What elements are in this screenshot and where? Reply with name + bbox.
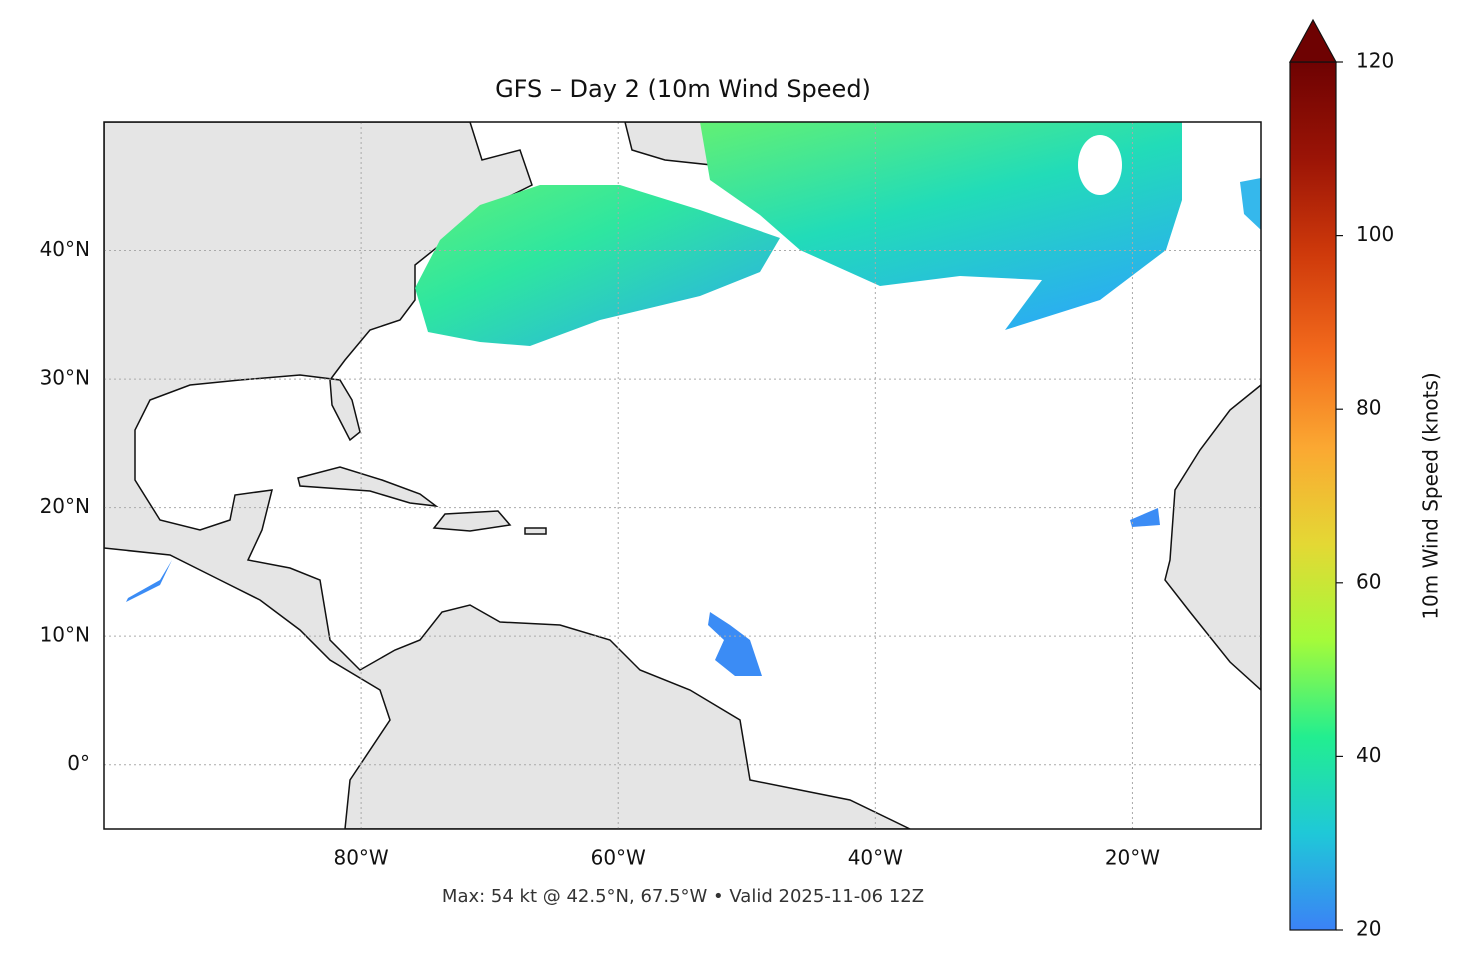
map-area: [104, 122, 1261, 829]
puerto-rico: [524, 527, 547, 535]
colorbar-tick-label: 80: [1356, 396, 1381, 420]
y-tick-label: 30°N: [40, 366, 90, 390]
x-tick-label: 60°W: [591, 846, 646, 870]
colorbar-tick-label: 120: [1356, 49, 1394, 73]
wind-swath: [700, 122, 1182, 330]
y-tick-label: 40°N: [40, 237, 90, 261]
wind-swath: [126, 560, 172, 602]
footer-note: Max: 54 kt @ 42.5°N, 67.5°W • Valid 2025…: [442, 886, 924, 907]
wind-swath: [1130, 508, 1160, 527]
hispaniola: [432, 510, 512, 532]
colorbar-tick-label: 20: [1356, 917, 1381, 941]
wind-swath: [415, 185, 780, 346]
colorbar-extend: [1288, 18, 1338, 63]
colorbar-tick-label: 40: [1356, 743, 1381, 767]
colorbar-tick-label: 100: [1356, 222, 1394, 246]
colorbar: [1289, 61, 1337, 931]
x-tick-label: 80°W: [333, 846, 388, 870]
africa: [1164, 384, 1261, 692]
x-tick-label: 20°W: [1105, 846, 1160, 870]
newfoundland: [624, 122, 721, 166]
y-tick-label: 0°: [67, 751, 90, 775]
wind-swath: [1240, 178, 1261, 230]
y-tick-label: 10°N: [40, 623, 90, 647]
map-title: GFS – Day 2 (10m Wind Speed): [495, 75, 871, 103]
map-frame: [103, 121, 1262, 830]
x-tick-label: 40°W: [848, 846, 903, 870]
colorbar-tick-label: 60: [1356, 569, 1381, 593]
cuba: [297, 466, 439, 508]
wind-gap: [1078, 135, 1122, 195]
colorbar-label: 10m Wind Speed (knots): [1419, 372, 1443, 619]
americas: [104, 122, 911, 829]
y-tick-label: 20°N: [40, 494, 90, 518]
wind-swath: [708, 612, 762, 676]
